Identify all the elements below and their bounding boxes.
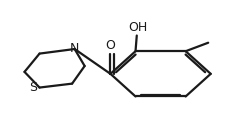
Text: S: S [29,81,37,94]
Text: O: O [106,39,115,52]
Text: N: N [70,42,79,55]
Text: OH: OH [129,21,148,34]
